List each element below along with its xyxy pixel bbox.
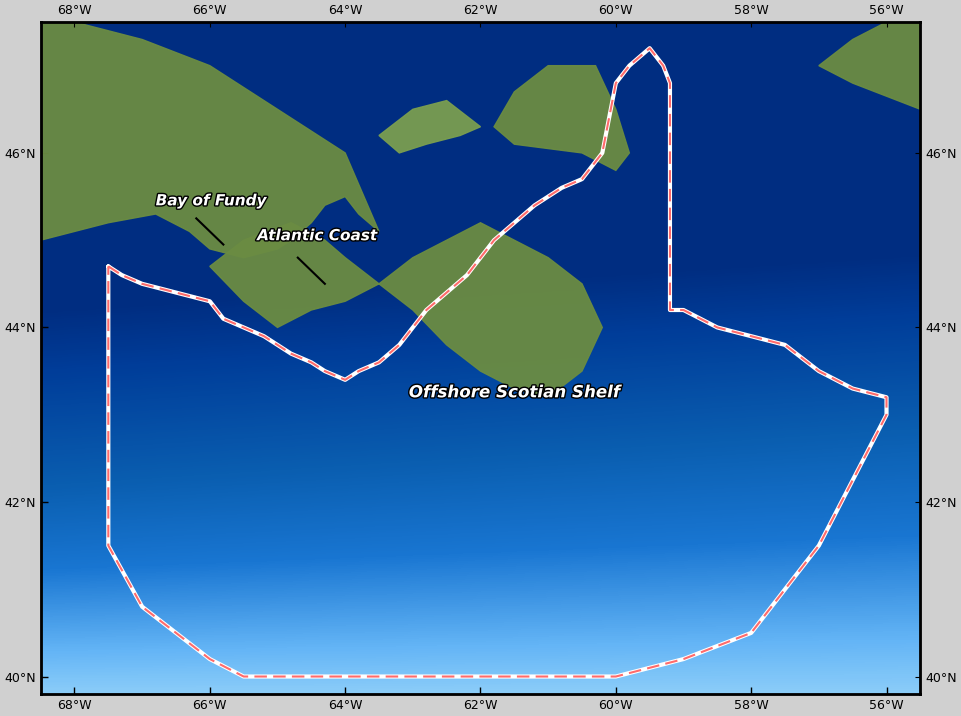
Text: Atlantic Coast: Atlantic Coast bbox=[258, 228, 377, 243]
Polygon shape bbox=[379, 100, 480, 153]
Text: Offshore Scotian Shelf: Offshore Scotian Shelf bbox=[408, 383, 620, 401]
Polygon shape bbox=[494, 66, 629, 170]
Polygon shape bbox=[40, 22, 379, 258]
Polygon shape bbox=[819, 22, 921, 110]
Text: Bay of Fundy: Bay of Fundy bbox=[156, 193, 266, 208]
Polygon shape bbox=[209, 223, 603, 397]
